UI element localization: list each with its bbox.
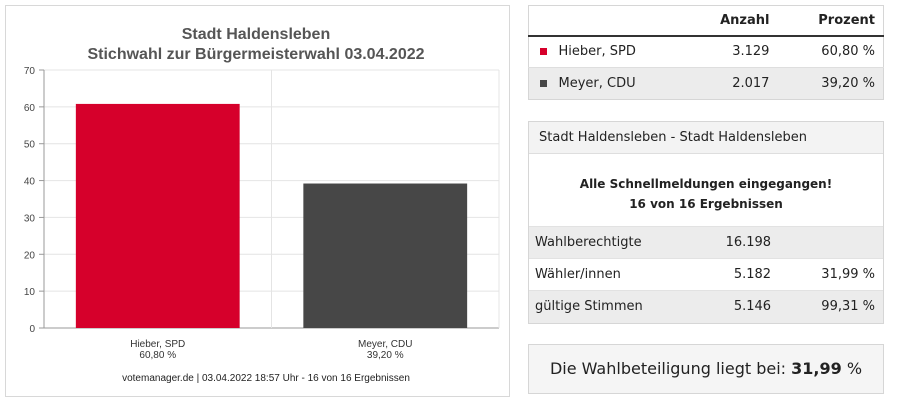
- area-info-box: Stadt Haldensleben - Stadt Haldensleben …: [528, 121, 884, 324]
- stats-label: Wähler/innen: [529, 258, 689, 291]
- header-spacer-name: [558, 5, 685, 37]
- stats-percent: 99,31 %: [779, 290, 883, 323]
- status-line-2: 16 von 16 Ergebnissen: [629, 197, 783, 211]
- stats-row-voters: Wähler/innen 5.182 31,99 %: [529, 258, 883, 291]
- bar-chart: Stadt Haldensleben Stichwahl zur Bürgerm…: [24, 26, 500, 384]
- chart-title: Stadt Haldensleben: [182, 26, 330, 43]
- candidate-name: Meyer, CDU: [558, 67, 685, 100]
- stats-percent: 31,99 %: [779, 258, 883, 291]
- table-row-meyer: Meyer, CDU 2.017 39,20 %: [528, 67, 884, 100]
- turnout-box: Die Wahlbeteiligung liegt bei: 31,99 %: [528, 343, 884, 394]
- x-tick-sublabel: 60,80 %: [139, 350, 176, 361]
- swatch-cell: [528, 67, 559, 100]
- turnout-suffix: %: [846, 358, 863, 378]
- candidate-percent: 60,80 %: [777, 35, 884, 68]
- y-tick-label: 20: [24, 250, 36, 261]
- stats-percent: [779, 226, 883, 259]
- results-table: Anzahl Prozent Hieber, SPD 3.129 60,80 %…: [528, 5, 884, 100]
- area-title: Stadt Haldensleben - Stadt Haldensleben: [529, 122, 883, 154]
- chart-footer: votemanager.de | 03.04.2022 18:57 Uhr - …: [122, 373, 410, 384]
- bar: [303, 183, 468, 328]
- stats-row-valid: gültige Stimmen 5.146 99,31 %: [529, 290, 883, 323]
- y-tick-label: 40: [24, 177, 36, 188]
- y-tick-label: 10: [24, 287, 36, 298]
- stats-row-eligible: Wahlberechtigte 16.198: [529, 226, 883, 259]
- stats-value: 16.198: [689, 226, 780, 259]
- party-color-swatch: [540, 80, 548, 87]
- y-tick-label: 30: [24, 213, 36, 224]
- bar: [75, 103, 240, 328]
- candidate-name: Hieber, SPD: [558, 35, 685, 68]
- table-header-row: Anzahl Prozent: [528, 5, 884, 37]
- party-color-swatch: [540, 48, 548, 56]
- swatch-cell: [528, 35, 559, 68]
- header-spacer: [528, 5, 559, 37]
- chart-subtitle: Stichwahl zur Bürgermeisterwahl 03.04.20…: [87, 46, 424, 63]
- results-column: Anzahl Prozent Hieber, SPD 3.129 60,80 %…: [528, 5, 884, 394]
- y-tick-label: 60: [24, 103, 36, 114]
- x-tick-sublabel: 39,20 %: [367, 350, 404, 361]
- stats-table: Wahlberechtigte 16.198 Wähler/innen 5.18…: [529, 226, 883, 323]
- x-tick-label: Meyer, CDU: [358, 339, 412, 350]
- turnout-prefix: Die Wahlbeteiligung liegt bei:: [549, 358, 787, 378]
- candidate-percent: 39,20 %: [777, 67, 884, 100]
- table-row-hieber: Hieber, SPD 3.129 60,80 %: [528, 35, 884, 68]
- turnout-value: 31,99: [791, 358, 842, 378]
- y-tick-label: 50: [24, 140, 36, 151]
- status-line-1: Alle Schnellmeldungen eingegangen!: [579, 177, 833, 191]
- y-tick-label: 70: [24, 66, 36, 77]
- chart-panel: Stadt Haldensleben Stichwahl zur Bürgerm…: [5, 5, 510, 397]
- y-tick-label: 0: [29, 324, 35, 335]
- header-count: Anzahl: [684, 5, 778, 37]
- stats-value: 5.146: [689, 290, 780, 323]
- stats-label: gültige Stimmen: [529, 290, 689, 323]
- status-message: Alle Schnellmeldungen eingegangen! 16 vo…: [529, 154, 883, 226]
- stats-value: 5.182: [689, 258, 780, 291]
- candidate-count: 2.017: [684, 67, 778, 100]
- header-percent: Prozent: [777, 5, 884, 37]
- candidate-count: 3.129: [684, 35, 778, 68]
- x-tick-label: Hieber, SPD: [130, 339, 185, 350]
- stats-label: Wahlberechtigte: [529, 226, 689, 259]
